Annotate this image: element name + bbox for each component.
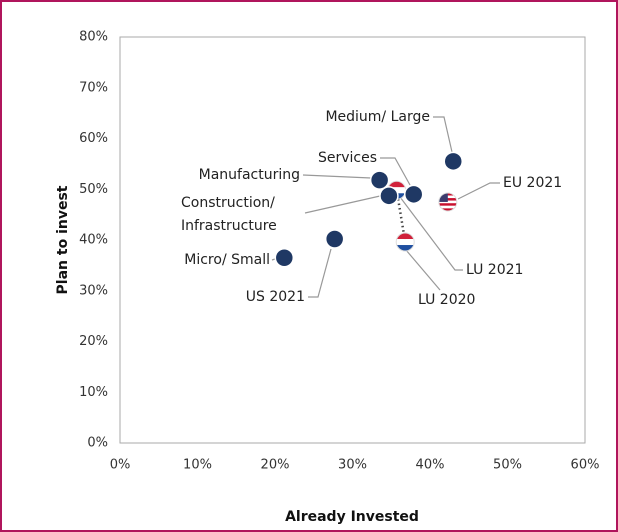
point-label: LU 2021 [466,262,523,278]
x-tick-label: 60% [571,458,600,473]
x-tick-label: 0% [110,458,131,473]
point [274,248,295,268]
flag-point [438,192,458,212]
leader-line [399,196,463,271]
point-label: Services [318,150,377,166]
point [443,151,463,172]
x-axis-title: Already Invested [285,509,419,525]
flag [396,233,415,252]
y-tick-label: 30% [79,283,108,298]
point [369,170,390,190]
y-tick-label: 40% [79,233,108,248]
x-tick-label: 50% [493,458,522,473]
x-tick-label: 10% [183,458,212,473]
y-tick-label: 70% [79,80,108,95]
band [396,239,415,246]
x-tick-label: 20% [261,458,290,473]
y-tick-label: 60% [79,131,108,146]
point-label: US 2021 [246,289,305,305]
leader-line [380,157,411,186]
y-tick-label: 10% [79,385,108,400]
band [396,245,415,252]
point [324,229,345,249]
point-label: Medium/ Large [325,109,430,125]
x-tick-label: 30% [338,458,367,473]
leader-line [433,116,453,153]
leader-line [308,248,332,298]
y-tick-label: 80% [79,30,108,45]
stripe [438,203,457,206]
flag-point [395,232,415,252]
band [396,233,415,240]
point-label: Construction/Infrastructure [181,195,277,234]
point-label: Micro/ Small [184,252,270,268]
flag [438,192,457,211]
stripe [438,208,457,211]
point-label: EU 2021 [503,175,562,191]
leader-line [302,174,372,179]
point-label: LU 2020 [418,292,475,308]
stripe [438,205,457,209]
leader-line [457,182,500,200]
y-axis-title: Plan to invest [55,185,71,294]
flag-rim [395,232,415,252]
leader-line [271,258,276,261]
point [379,186,399,206]
x-tick-label: 40% [416,458,445,473]
y-tick-label: 50% [79,182,108,197]
point [403,184,424,205]
y-tick-label: 20% [79,334,108,349]
leader-line [405,249,441,291]
canton [438,192,448,202]
plot-area [119,36,586,444]
band [387,181,406,188]
flag-rim [438,192,458,212]
y-tick-label: 0% [87,436,108,451]
leader-line [304,195,381,214]
point-label: Manufacturing [199,167,300,183]
